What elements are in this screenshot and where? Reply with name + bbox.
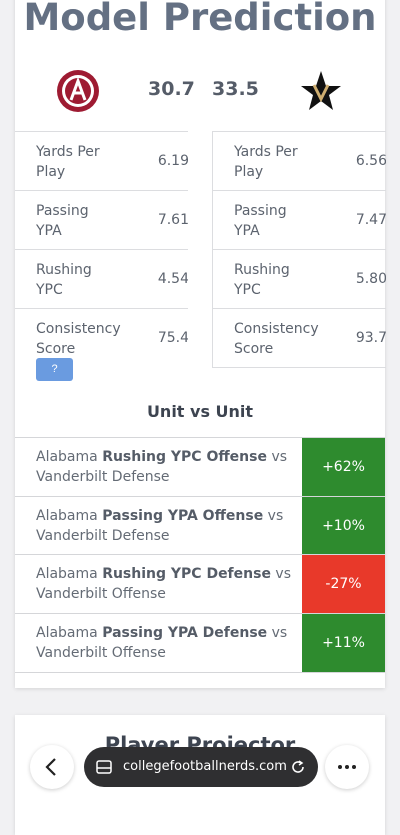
unit-value: -27% xyxy=(302,555,385,614)
stat-label: Yards Per Play xyxy=(234,144,298,180)
unit: Rushing YPC Offense xyxy=(102,449,267,465)
unit: Rushing YPC Defense xyxy=(102,566,271,583)
team: Alabama xyxy=(36,566,98,583)
unit-text: Alabama Rushing YPC Offense vs Vanderbil… xyxy=(36,447,301,487)
unit-row: Alabama Passing YPA Defense vs Vanderbil… xyxy=(15,613,385,674)
unit: Passing YPA Defense xyxy=(102,625,268,642)
team: Alabama xyxy=(36,507,98,524)
away-stats: Yards Per Play 6.56 Passing YPA 7.47 Rushing… xyxy=(212,131,386,368)
stat-value: 7.61 xyxy=(157,212,188,228)
stat-value: 6.56 xyxy=(355,153,386,169)
stat-row: Rushing YPC 4.54 xyxy=(15,249,188,308)
stat-row: Rushing YPC 5.80 xyxy=(213,249,386,308)
unit-value: +62% xyxy=(302,438,385,496)
stat-value: 7.47 xyxy=(355,212,386,228)
opponent: vs Vanderbilt Defense xyxy=(36,507,284,544)
stat-row: Yards Per Play 6.56 xyxy=(213,131,386,190)
alabama-logo xyxy=(57,70,99,112)
stat-row: Consistency Score 75.4? xyxy=(15,308,188,390)
stat-value: 93.7 xyxy=(355,330,386,346)
home-score: 30.7 xyxy=(148,78,195,100)
stat-row: Passing YPA 7.47 xyxy=(213,190,386,249)
opponent: vs Vanderbilt Offense xyxy=(36,566,291,603)
unit-text: Alabama Rushing YPC Defense vs Vanderbil… xyxy=(36,564,301,604)
stat-row: Consistency Score 93.7 xyxy=(213,308,386,367)
unit-row: Alabama Rushing YPC Defense vs Vanderbil… xyxy=(15,554,385,614)
unit-text: Alabama Passing YPA Offense vs Vanderbil… xyxy=(36,506,301,546)
section-title: Unit vs Unit xyxy=(146,402,254,421)
stat-label: Consistency Score xyxy=(234,321,319,357)
away-score: 33.5 xyxy=(212,78,259,100)
unit-row: Alabama Rushing YPC Offense vs Vanderbil… xyxy=(15,437,385,496)
stat-row: Yards Per Play 6.19 xyxy=(15,131,188,190)
url: collegefootballnerds.com xyxy=(123,759,287,774)
stat-value: 75.4 xyxy=(157,330,188,346)
home-stats: Yards Per Play 6.19 Passing YPA 7.61 Rushing… xyxy=(15,131,188,390)
opponent: vs Vanderbilt Defense xyxy=(36,449,288,485)
stat-label: Rushing YPC xyxy=(234,262,290,298)
team: Alabama xyxy=(36,449,98,465)
stat-label: Rushing YPC xyxy=(36,262,92,298)
unit-value: +10% xyxy=(302,496,385,555)
unit-row: Alabama Passing YPA Offense vs Vanderbil… xyxy=(15,495,385,555)
stat-label: Yards Per Play xyxy=(36,144,100,180)
unit-value: +11% xyxy=(302,614,385,673)
help-button[interactable]: ? xyxy=(36,358,73,381)
stat-value: 5.80 xyxy=(355,271,386,287)
more-button[interactable] xyxy=(325,745,369,789)
team: Alabama xyxy=(36,625,98,642)
stat-value: 6.19 xyxy=(157,153,188,169)
vanderbilt-logo xyxy=(301,71,341,110)
stat-value: 4.54 xyxy=(157,271,188,287)
unit: Passing YPA Offense xyxy=(102,507,264,524)
stat-label: Consistency Score xyxy=(36,321,121,357)
unit-text: Alabama Passing YPA Defense vs Vanderbil… xyxy=(36,623,301,663)
opponent: vs Vanderbilt Offense xyxy=(36,625,288,662)
stat-row: Passing YPA 7.61 xyxy=(15,190,188,249)
screen: {"header": {"title": "Model Prediction"}… xyxy=(15,0,386,835)
stat-label: Passing YPA xyxy=(234,203,287,239)
address-bar[interactable]: collegefootballnerds.com xyxy=(84,747,318,787)
title: Model Prediction xyxy=(23,0,377,39)
stat-label: Passing YPA xyxy=(36,203,89,239)
back-button[interactable] xyxy=(30,745,74,789)
